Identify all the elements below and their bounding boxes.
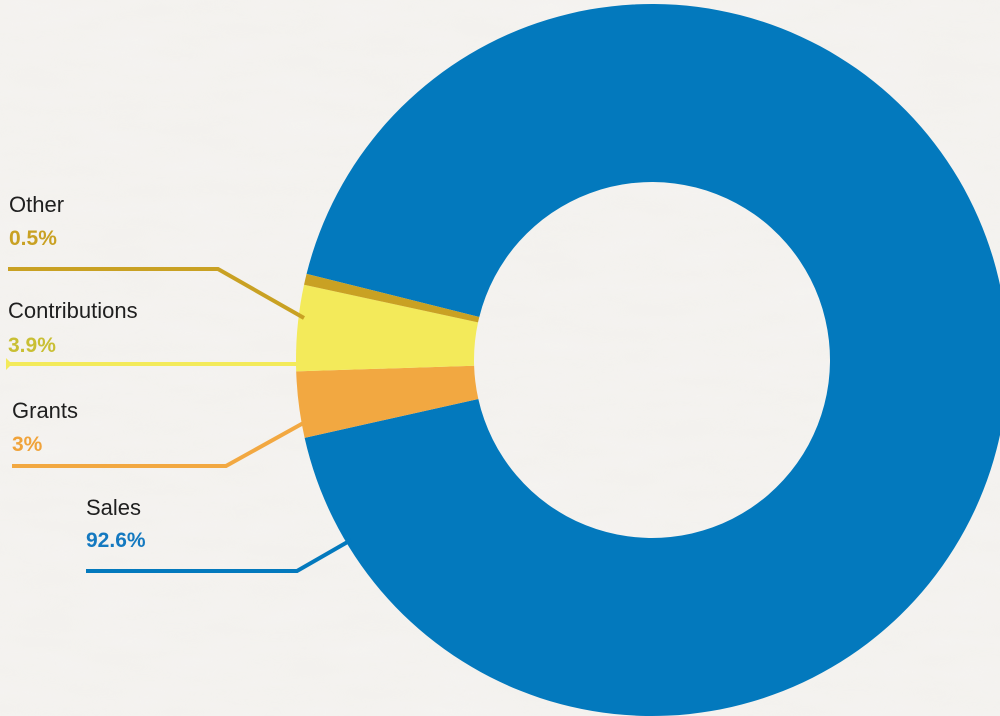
callout-marker-contributions — [6, 358, 12, 370]
label-contributions: Contributions — [8, 298, 138, 323]
label-grants: Grants — [12, 398, 78, 423]
value-label-sales: 92.6% — [86, 529, 146, 552]
value-label-grants: 3% — [12, 433, 43, 456]
slice-sales — [304, 4, 1000, 716]
callouts-group: Sales 92.6% Grants 3% Contributions 3.9% Other… — [6, 192, 352, 573]
label-sales: Sales — [86, 495, 141, 520]
label-other: Other — [9, 192, 64, 217]
callout-line-other — [8, 267, 305, 320]
slice-other — [304, 273, 480, 323]
value-label-other: 0.5% — [9, 227, 57, 250]
value-label-contributions: 3.9% — [8, 334, 56, 357]
callout-line-grants — [12, 419, 308, 468]
slice-contributions — [296, 284, 479, 372]
slice-grants — [296, 365, 479, 438]
slices-group — [296, 4, 1000, 716]
callout-line-sales — [86, 538, 352, 573]
